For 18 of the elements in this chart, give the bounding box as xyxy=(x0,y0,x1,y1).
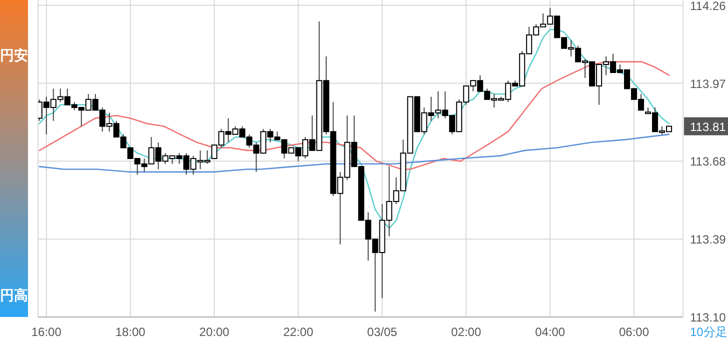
annotation: 113.81 xyxy=(690,120,726,134)
text: 円安 xyxy=(0,47,28,63)
x-tick-label: 16:00 xyxy=(31,325,62,339)
x-tick-label: 03/05 xyxy=(367,325,398,339)
y-tick-label: 114.26 xyxy=(690,0,726,13)
y-tick-label: 113.10 xyxy=(690,310,726,324)
y-tick-label: 113.68 xyxy=(690,154,726,169)
price-label: 113.81 xyxy=(684,117,728,136)
text: 10分足 xyxy=(690,325,728,339)
x-tick-label: 02:00 xyxy=(451,325,482,339)
text: 円高 xyxy=(0,287,28,303)
x-tick-label: 06:00 xyxy=(619,325,650,339)
x-tick-label: 20:00 xyxy=(199,325,230,339)
y-tick-label: 113.39 xyxy=(690,232,726,247)
y-tick-label: 113.97 xyxy=(690,76,726,91)
x-tick-label: 04:00 xyxy=(535,325,566,339)
x-tick-label: 18:00 xyxy=(115,325,146,339)
x-tick-label: 22:00 xyxy=(283,325,314,339)
